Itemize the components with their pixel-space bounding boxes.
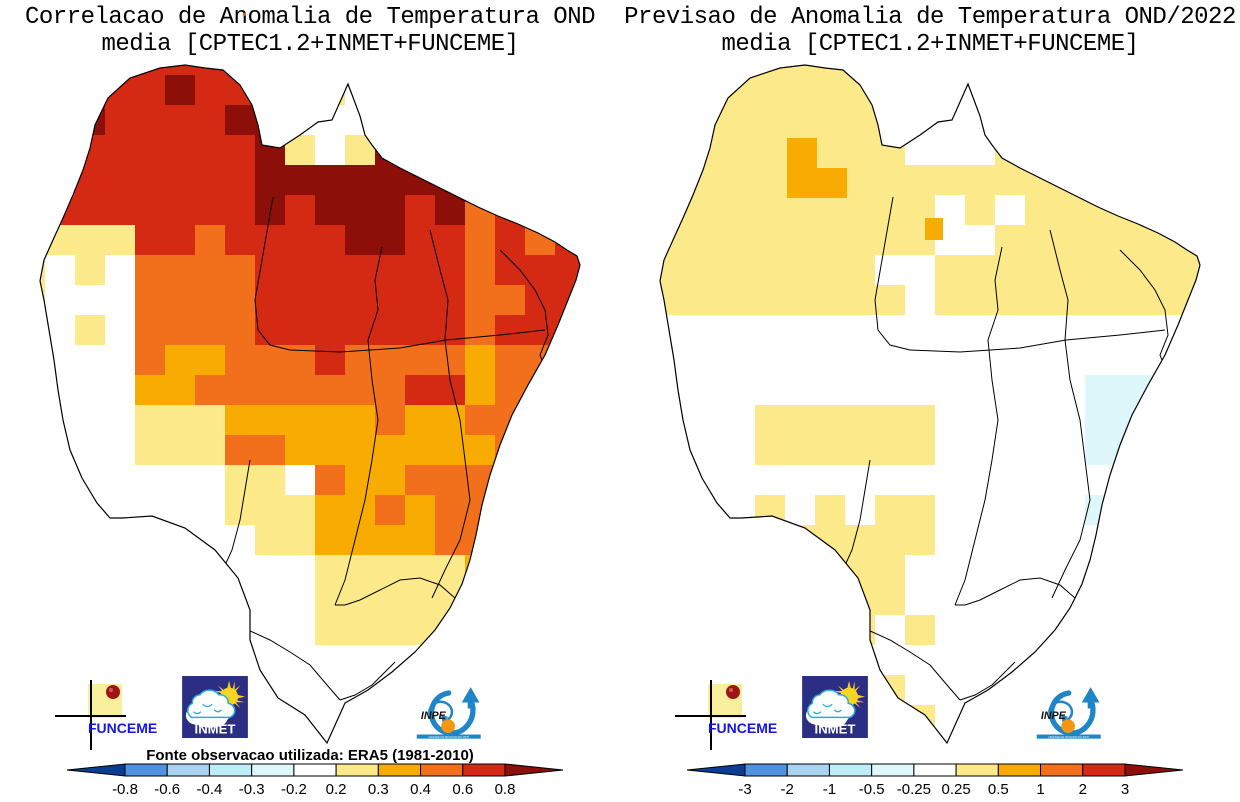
svg-text:INMET: INMET	[195, 721, 236, 736]
svg-text:-0.3: -0.3	[239, 781, 265, 798]
svg-text:2: 2	[1079, 781, 1087, 798]
svg-text:3: 3	[1121, 781, 1129, 798]
svg-text:1: 1	[1036, 781, 1044, 798]
svg-text:0.6: 0.6	[452, 781, 473, 798]
svg-text:-0.4: -0.4	[197, 781, 223, 798]
svg-text:0.4: 0.4	[410, 781, 431, 798]
svg-text:FUNCEME: FUNCEME	[708, 720, 777, 736]
svg-text:0.5: 0.5	[988, 781, 1009, 798]
svg-text:-3: -3	[738, 781, 751, 798]
svg-text:UNIDADE DE PESQUISA DO MCTI: UNIDADE DE PESQUISA DO MCTI	[428, 736, 469, 739]
svg-text:-1: -1	[823, 781, 836, 798]
svg-text:INPE: INPE	[421, 710, 447, 722]
svg-text:-0.2: -0.2	[281, 781, 307, 798]
svg-text:0.3: 0.3	[368, 781, 389, 798]
svg-text:-0.25: -0.25	[897, 781, 931, 798]
svg-text:UNIDADE DE PESQUISA DO MCTI: UNIDADE DE PESQUISA DO MCTI	[1048, 736, 1089, 739]
svg-text:-2: -2	[781, 781, 794, 798]
svg-text:INMET: INMET	[815, 721, 856, 736]
svg-text:-0.8: -0.8	[112, 781, 138, 798]
svg-text:0.25: 0.25	[942, 781, 971, 798]
svg-text:0.8: 0.8	[495, 781, 516, 798]
svg-text:INPE: INPE	[1041, 710, 1067, 722]
svg-text:0.2: 0.2	[326, 781, 347, 798]
svg-text:-0.6: -0.6	[154, 781, 180, 798]
svg-text:FUNCEME: FUNCEME	[88, 720, 157, 736]
svg-text:-0.5: -0.5	[859, 781, 885, 798]
